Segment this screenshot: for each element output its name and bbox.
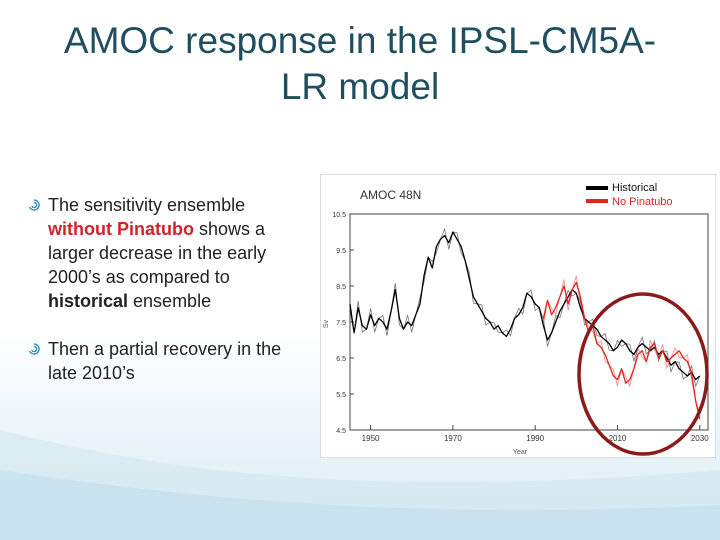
y-tick-label: 10.5 <box>332 212 346 219</box>
series-member-line-historical <box>349 227 701 388</box>
amoc-chart: AMOC 48N Year Sv 1950 1970 1990 2010 2030 10.… <box>320 174 716 458</box>
x-tick-label: 2030 <box>691 434 709 443</box>
bullet-text: The sensitivity ensemble without Pinatub… <box>48 195 267 311</box>
x-tick-label: 1990 <box>526 434 544 443</box>
y-axis-label: Sv <box>323 319 330 328</box>
bullet-list: The sensitivity ensemble without Pinatub… <box>28 193 308 385</box>
x-tick-label: 1970 <box>444 434 462 443</box>
bullet-text: Then a partial recovery in the late 2010… <box>48 339 282 383</box>
y-tick-label: 7.5 <box>336 320 346 327</box>
swirl-bullet-icon <box>28 199 40 211</box>
x-tick-label: 2010 <box>609 434 627 443</box>
legend-label-historical: Historical <box>612 182 657 194</box>
bullet-item: The sensitivity ensemble without Pinatub… <box>28 193 308 313</box>
slide-title: AMOC response in the IPSL-CM5A-LR model <box>63 20 657 107</box>
legend: Historical No Pinatubo <box>586 182 673 208</box>
series-line-historical <box>349 231 701 381</box>
chart-title: AMOC 48N <box>360 188 421 202</box>
y-tick-label: 4.5 <box>336 428 346 435</box>
x-axis-label: Year <box>513 449 528 456</box>
y-tick-label: 6.5 <box>336 356 346 363</box>
highlight-circle <box>577 292 709 456</box>
bullet-item: Then a partial recovery in the late 2010… <box>28 337 308 385</box>
legend-label-no-pinatubo: No Pinatubo <box>612 196 673 208</box>
series-member-line-no-pinatubo <box>543 275 701 413</box>
y-tick-label: 8.5 <box>336 284 346 291</box>
swirl-bullet-icon <box>28 343 40 355</box>
y-tick-label: 9.5 <box>336 248 346 255</box>
x-tick-label: 1950 <box>362 434 380 443</box>
y-tick-label: 5.5 <box>336 392 346 399</box>
